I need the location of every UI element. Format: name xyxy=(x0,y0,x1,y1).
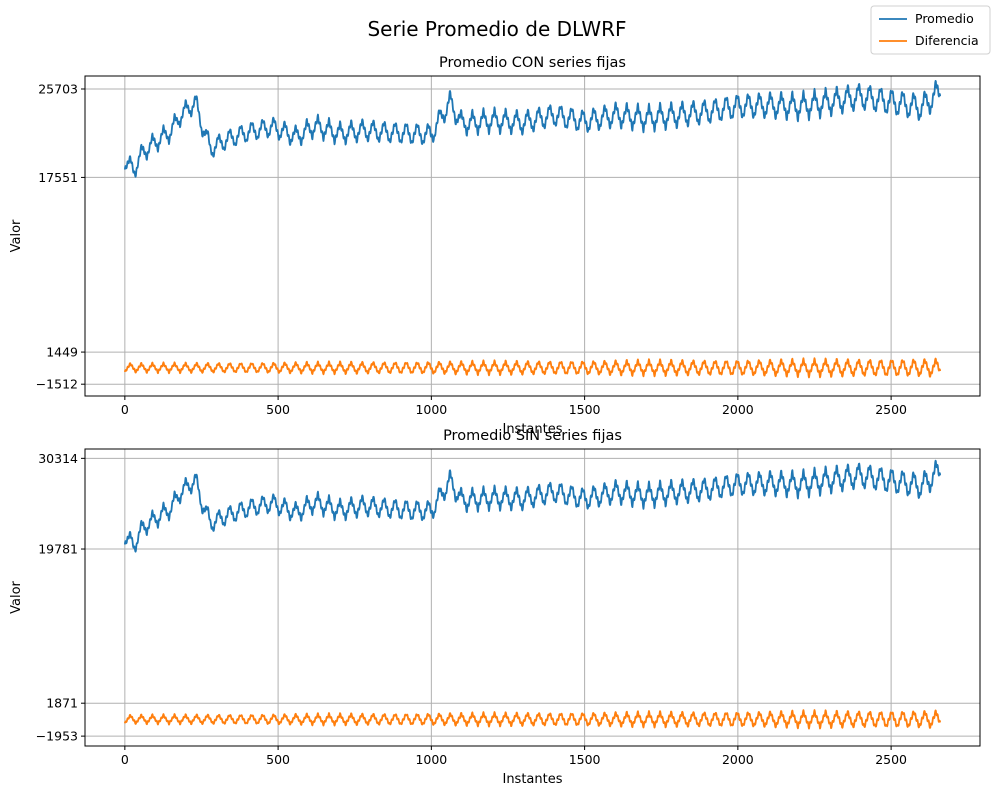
y-tick-label: 1449 xyxy=(46,345,78,360)
x-tick-label: 2000 xyxy=(722,402,754,417)
y-tick-label: 30314 xyxy=(38,451,78,466)
x-axis-label: Instantes xyxy=(502,772,562,787)
x-axis-label: Instantes xyxy=(502,422,562,437)
x-tick-label: 2000 xyxy=(722,752,754,767)
y-tick-label: −1512 xyxy=(36,377,78,392)
x-tick-label: 500 xyxy=(266,402,290,417)
y-tick-label: −1953 xyxy=(36,729,78,744)
y-tick-label: 19781 xyxy=(38,542,78,557)
panel-con-series-fijas: 0 500 1000 1500 2000 2500 −1512 1449 17551 25703 P… xyxy=(9,55,981,437)
x-tick-label: 1000 xyxy=(415,402,447,417)
legend: Promedio Diferencia xyxy=(870,5,991,55)
y-axis-label: Valor xyxy=(9,580,24,613)
x-tick-label: 1500 xyxy=(569,402,601,417)
y-tick-label: 17551 xyxy=(38,170,78,185)
series-line-diferencia xyxy=(123,357,942,379)
panel-title: Promedio CON series fijas xyxy=(439,55,626,71)
plot-frame xyxy=(84,75,981,397)
series-line-diferencia xyxy=(123,709,942,730)
x-tick-label: 0 xyxy=(121,402,129,417)
panel-sin-series-fijas: 0 500 1000 1500 2000 2500 −1953 1871 19781 30314 P… xyxy=(9,428,981,787)
figure-suptitle: Serie Promedio de DLWRF xyxy=(367,17,626,41)
x-tick-label: 2500 xyxy=(875,752,907,767)
legend-label-promedio: Promedio xyxy=(915,11,974,26)
series-line-promedio xyxy=(123,459,942,553)
y-axis-label: Valor xyxy=(9,219,24,252)
x-tick-label: 500 xyxy=(266,752,290,767)
panel-title: Promedio SIN series fijas xyxy=(443,428,622,444)
x-tick-label: 0 xyxy=(121,752,129,767)
x-tick-label: 1500 xyxy=(569,752,601,767)
x-tick-label: 1000 xyxy=(415,752,447,767)
x-tick-label: 2500 xyxy=(875,402,907,417)
plot-frame xyxy=(84,448,981,747)
legend-label-diferencia: Diferencia xyxy=(915,33,979,48)
legend-box xyxy=(870,5,991,55)
y-tick-label: 25703 xyxy=(38,81,78,96)
series-line-promedio xyxy=(123,79,942,178)
y-tick-label: 1871 xyxy=(46,696,78,711)
